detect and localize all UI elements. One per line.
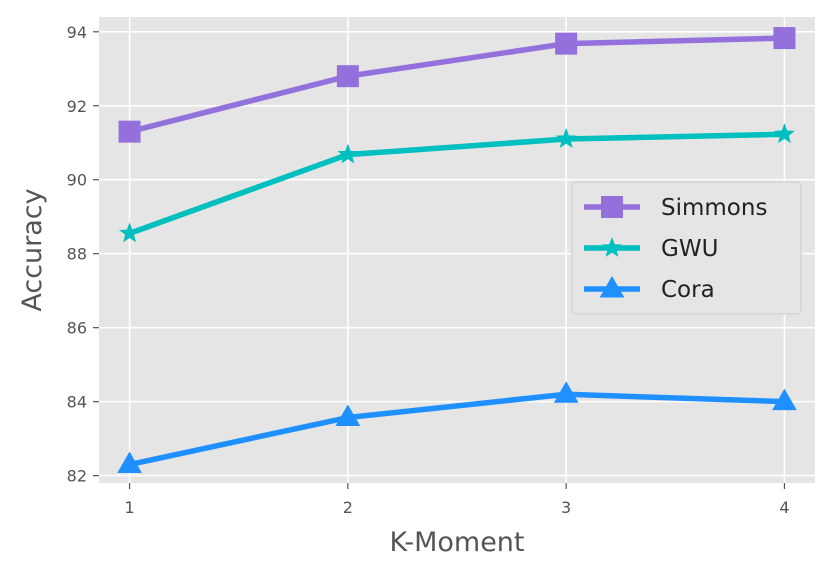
legend-label: Simmons bbox=[661, 195, 767, 221]
series-line bbox=[126, 131, 788, 237]
x-axis-ticks: 1 2 3 4 bbox=[124, 483, 790, 517]
data-point bbox=[335, 404, 361, 426]
data-point bbox=[772, 388, 797, 411]
y-axis-ticks: 82 84 86 88 90 92 94 bbox=[67, 23, 99, 486]
data-point bbox=[555, 32, 578, 55]
x-tick-label: 4 bbox=[779, 498, 789, 517]
series-gwu bbox=[119, 123, 795, 243]
y-tick-label: 86 bbox=[67, 319, 87, 338]
y-tick-label: 84 bbox=[67, 393, 87, 412]
legend-marker bbox=[599, 276, 625, 298]
legend-entry-gwu: GWU bbox=[584, 236, 718, 262]
grid-lines bbox=[99, 17, 815, 483]
series-group bbox=[117, 27, 797, 473]
x-tick-label: 2 bbox=[343, 498, 353, 517]
data-point bbox=[117, 451, 142, 473]
series-line bbox=[126, 391, 788, 468]
y-tick-label: 82 bbox=[67, 467, 87, 486]
legend: Simmons GWU Cora bbox=[571, 181, 802, 315]
x-tick-label: 3 bbox=[561, 498, 571, 517]
legend-label: GWU bbox=[661, 236, 718, 262]
y-tick-label: 94 bbox=[67, 23, 87, 42]
legend-marker bbox=[601, 237, 623, 257]
y-axis-label: Accuracy bbox=[17, 188, 48, 311]
legend-marker bbox=[601, 196, 623, 218]
series-cora bbox=[117, 381, 797, 473]
data-point bbox=[555, 128, 577, 148]
y-tick-label: 88 bbox=[67, 245, 87, 264]
data-point bbox=[119, 222, 141, 243]
data-point bbox=[773, 27, 796, 50]
x-axis-label: K-Moment bbox=[389, 527, 524, 558]
legend-entry-simmons: Simmons bbox=[584, 195, 767, 221]
data-point bbox=[336, 65, 359, 88]
legend-box bbox=[571, 181, 802, 315]
series-line bbox=[126, 35, 788, 135]
legend-label: Cora bbox=[661, 277, 715, 303]
legend-entry-cora: Cora bbox=[584, 276, 715, 303]
series-simmons bbox=[118, 27, 796, 143]
data-point bbox=[118, 120, 141, 143]
data-point bbox=[773, 123, 795, 144]
data-point bbox=[337, 143, 359, 164]
data-point bbox=[553, 381, 579, 403]
x-tick-label: 1 bbox=[124, 498, 134, 517]
y-tick-label: 90 bbox=[67, 171, 87, 190]
y-tick-label: 92 bbox=[67, 97, 87, 116]
